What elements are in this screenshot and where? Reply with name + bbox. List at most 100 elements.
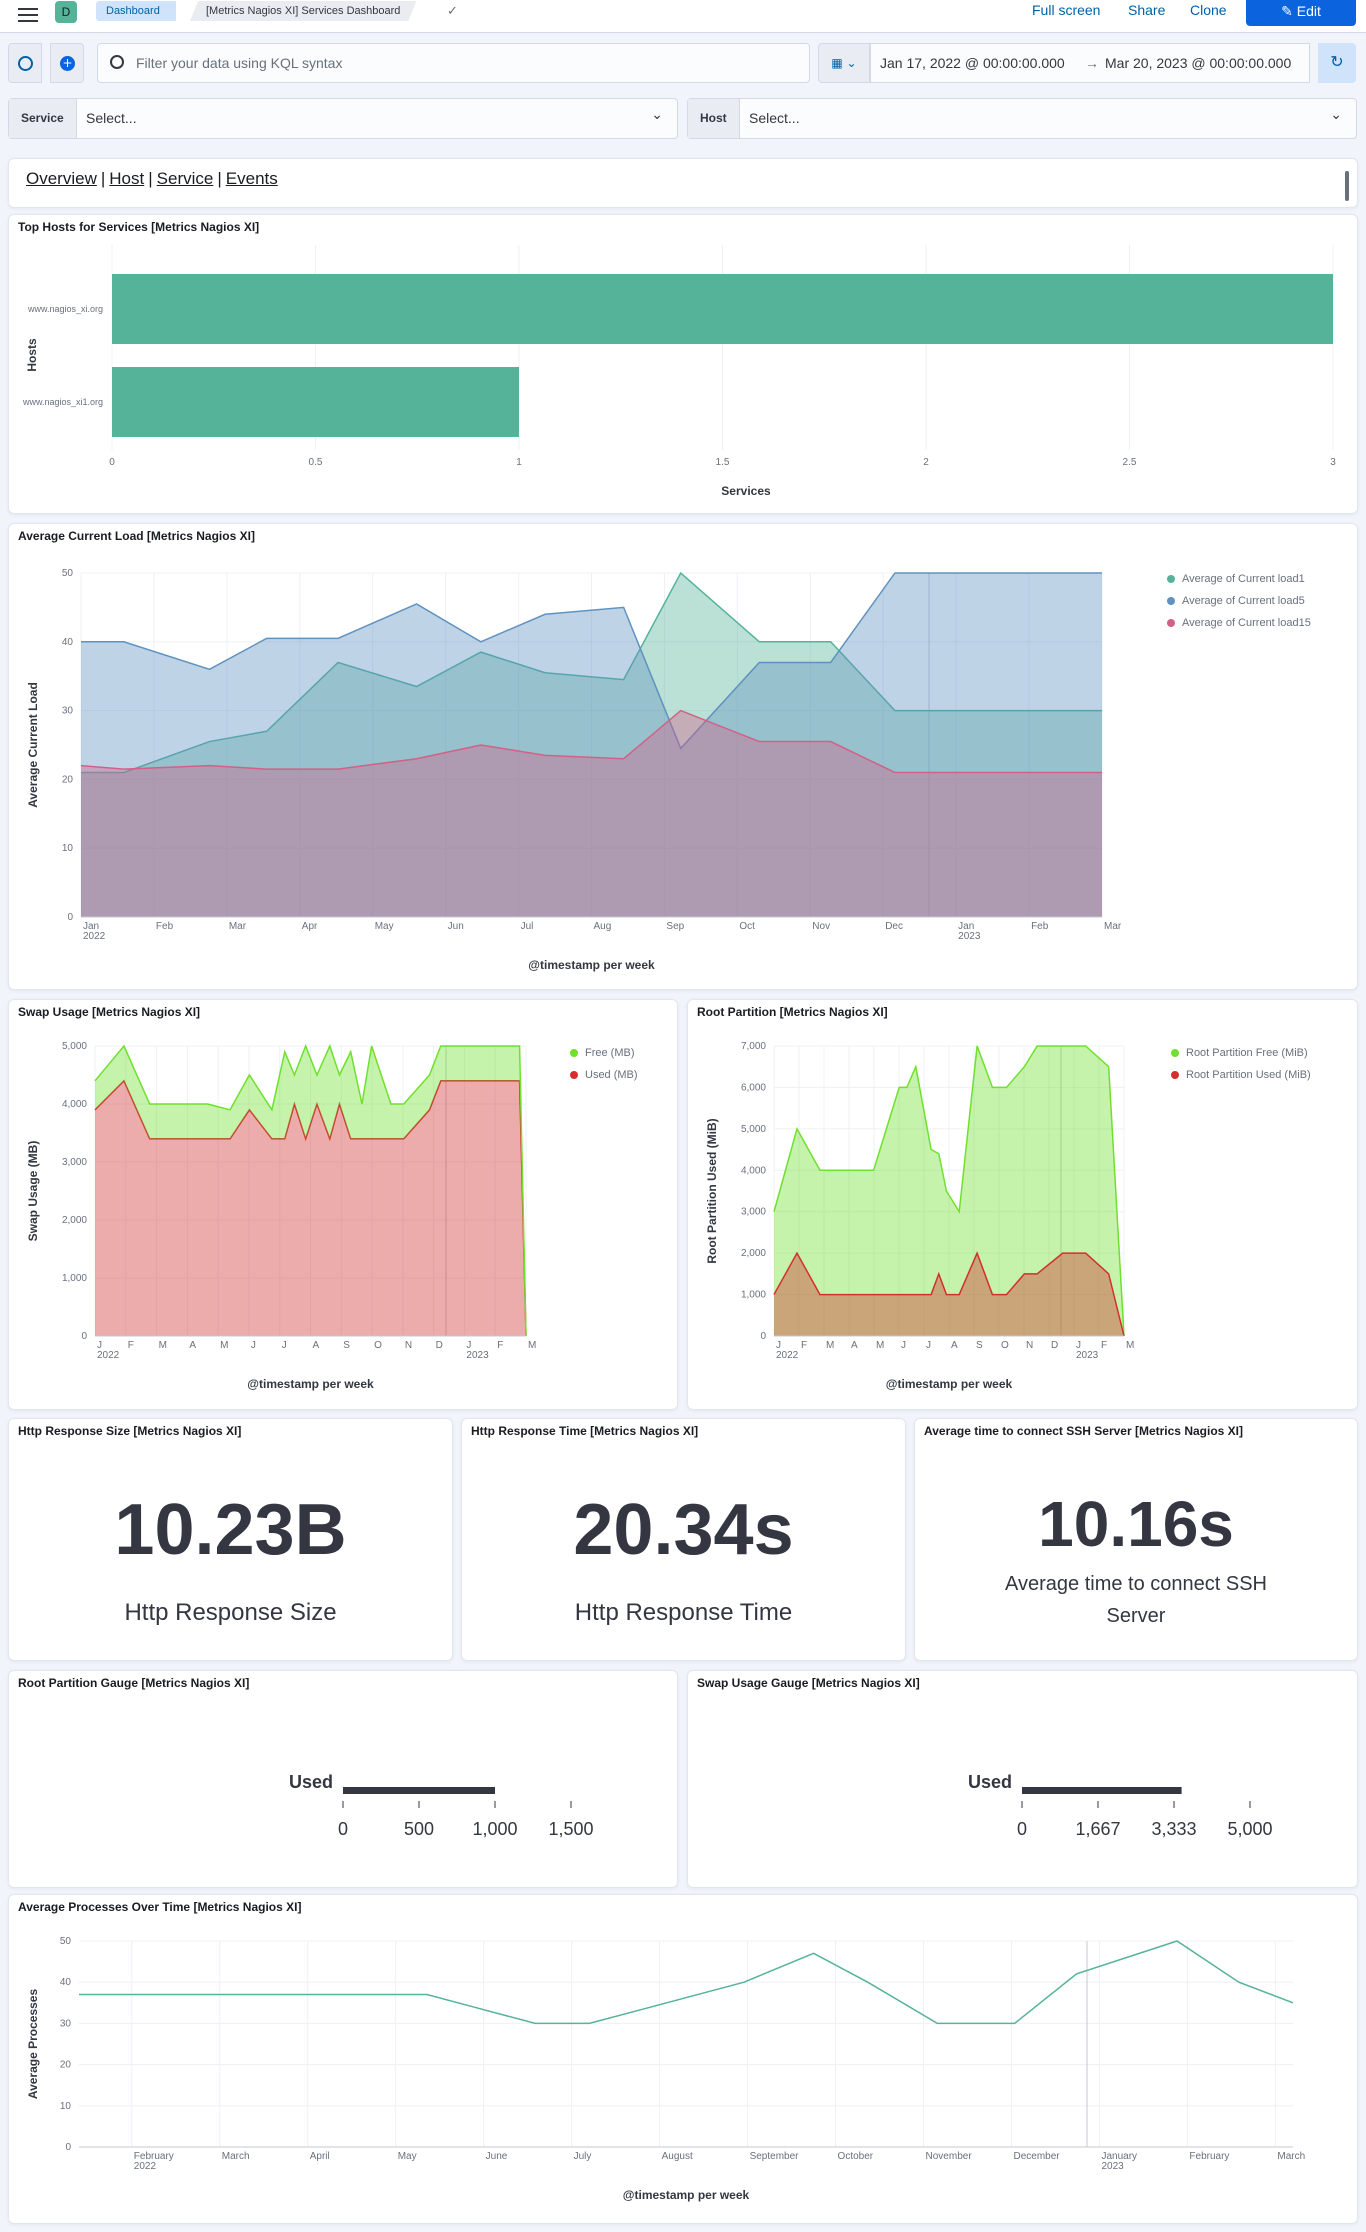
legend-dot [1167, 597, 1175, 605]
x-tick-label: J [251, 1340, 256, 1351]
x-tick-label: J [97, 1340, 102, 1351]
chevron-down-icon[interactable]: ⌄ [1330, 107, 1342, 123]
x-tick-label: M [220, 1340, 228, 1351]
x-tick-label: M [876, 1340, 884, 1351]
legend-dot [1171, 1049, 1179, 1057]
y-tick-label: 5,000 [741, 1124, 766, 1135]
x-tick-label: November [926, 2151, 973, 2162]
http-size-panel: Http Response Size [Metrics Nagios XI] 1… [8, 1418, 453, 1661]
x-tick-label: M [159, 1340, 167, 1351]
y-tick-label: 50 [60, 1936, 72, 1947]
refresh-icon: ↻ [1330, 52, 1344, 71]
swap-usage-panel: Swap Usage [Metrics Nagios XI] 0 1,000 2,0… [8, 999, 678, 1410]
menu-icon[interactable] [18, 4, 38, 24]
series-area [774, 1046, 1124, 1336]
edit-button[interactable]: ✎ Edit [1246, 0, 1356, 26]
x-tick-label: A [189, 1340, 196, 1351]
legend-label: Root Partition Free (MiB) [1186, 1047, 1308, 1059]
y-tick-label: 5,000 [62, 1041, 87, 1052]
x-axis-title: @timestamp per week [247, 1377, 374, 1391]
panel-title: Swap Usage [Metrics Nagios XI] [18, 1005, 201, 1019]
arrow-right-icon: → [1085, 55, 1099, 71]
host-control[interactable]: Host Select... ⌄ [687, 98, 1357, 139]
space-avatar[interactable]: D [55, 1, 77, 23]
add-filter-button[interactable]: + [50, 43, 84, 83]
x-tick-label: Jul [521, 921, 534, 932]
series-line [81, 572, 1102, 750]
metric-label-line1: Average time to connect SSH [1005, 1573, 1267, 1595]
category-label: www.nagios_xi.org [27, 304, 103, 314]
year-label: 2022 [97, 1350, 120, 1361]
refresh-button[interactable]: ↻ [1318, 43, 1356, 83]
clone-link[interactable]: Clone [1190, 2, 1227, 18]
date-range[interactable]: Jan 17, 2022 @ 00:00:00.000 → Mar 20, 20… [870, 43, 1310, 83]
metric-value: 10.16s [1038, 1488, 1234, 1560]
y-tick-label: 10 [62, 843, 74, 854]
x-tick-label: N [1026, 1340, 1033, 1351]
root-partition-chart: 0 1,000 2,000 3,000 4,000 5,000 6,000 7,000 J F M A… [705, 1041, 1311, 1391]
bar [112, 367, 519, 437]
top-header: D Dashboard [Metrics Nagios XI] Services… [0, 0, 1366, 33]
host-select-value[interactable]: Select... [749, 110, 800, 126]
series-line [94, 1079, 527, 1337]
y-axis-title: Average Processes [26, 1989, 40, 2100]
x-tick-label: N [405, 1340, 412, 1351]
nav-links: Overview | Host | Service | Events [26, 169, 278, 189]
x-tick-label: October [838, 2151, 874, 2162]
filter-menu-button[interactable] [8, 43, 42, 83]
service-control-label: Service [9, 99, 77, 138]
service-select-value[interactable]: Select... [86, 110, 137, 126]
chevron-down-icon[interactable]: ⌄ [651, 107, 663, 123]
current-load-chart: 0 10 20 30 40 50 Jan Feb Mar Apr May Jun Jul Aug Sep Oc… [26, 568, 1311, 972]
nav-overview-link[interactable]: Overview [26, 169, 97, 188]
y-tick-label: 4,000 [741, 1165, 766, 1176]
nav-service-link[interactable]: Service [156, 169, 214, 188]
x-axis-title: Services [721, 484, 771, 498]
x-tick-label: March [222, 2151, 250, 2162]
y-tick-label: 10 [60, 2101, 72, 2112]
nav-events-link[interactable]: Events [225, 169, 278, 188]
x-tick-label: July [574, 2151, 592, 2162]
y-tick-label: 7,000 [741, 1041, 766, 1052]
panel-title: Average time to connect SSH Server [Metr… [924, 1424, 1243, 1438]
panel-title: Http Response Size [Metrics Nagios XI] [18, 1424, 242, 1438]
gauge-tick-label: 500 [404, 1819, 434, 1839]
year-label: 2022 [83, 931, 106, 942]
x-tick-label: Nov [812, 921, 830, 932]
share-link[interactable]: Share [1128, 2, 1166, 18]
service-control[interactable]: Service Select... ⌄ [8, 98, 678, 139]
x-tick-label: J [282, 1340, 287, 1351]
date-picker-toggle[interactable]: ▦ ⌄ [818, 43, 870, 83]
ssh-time-panel: Average time to connect SSH Server [Metr… [914, 1418, 1358, 1661]
x-tick-label: O [374, 1340, 382, 1351]
legend-label: Free (MB) [585, 1047, 635, 1059]
x-tick-label: D [436, 1340, 443, 1351]
full-screen-link[interactable]: Full screen [1032, 2, 1101, 18]
scrollbar[interactable] [1345, 171, 1349, 201]
http-time-panel: Http Response Time [Metrics Nagios XI] 2… [461, 1418, 906, 1661]
calendar-icon: ▦ ⌄ [831, 56, 857, 70]
nav-host-link[interactable]: Host [109, 169, 145, 188]
x-tick-label: Aug [594, 921, 612, 932]
x-tick-label: February [1189, 2151, 1229, 2162]
x-tick-label: F [1101, 1340, 1107, 1351]
date-end[interactable]: Mar 20, 2023 @ 00:00:00.000 [1105, 55, 1292, 71]
series-area [774, 1253, 1124, 1336]
x-tick-label: 1 [516, 457, 522, 468]
top-hosts-panel: Top Hosts for Services [Metrics Nagios X… [8, 214, 1358, 514]
legend-dot [1167, 619, 1175, 627]
panel-title: Swap Usage Gauge [Metrics Nagios XI] [697, 1676, 920, 1690]
gauge-label: Used [968, 1772, 1012, 1792]
x-tick-label: 3 [1330, 457, 1336, 468]
search-icon [110, 55, 124, 69]
x-tick-label: 2.5 [1123, 457, 1137, 468]
panel-title: Root Partition [Metrics Nagios XI] [697, 1005, 888, 1019]
breadcrumb-dashboard[interactable]: Dashboard [96, 1, 176, 21]
metric-value: 20.34s [573, 1490, 794, 1570]
date-start[interactable]: Jan 17, 2022 @ 00:00:00.000 [880, 55, 1065, 71]
x-tick-label: F [801, 1340, 807, 1351]
y-tick-label: 0 [67, 912, 73, 923]
kql-search-input[interactable] [136, 52, 796, 74]
year-label: 2023 [1101, 2161, 1124, 2172]
gauge-label: Used [289, 1772, 333, 1792]
